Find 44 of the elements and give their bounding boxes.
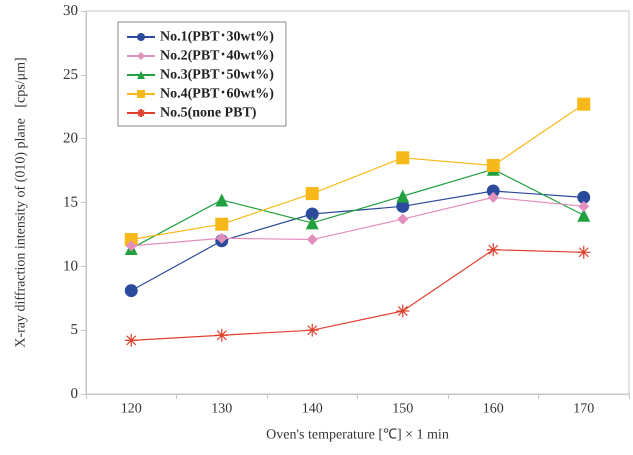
legend-label: No.5(none PBT) xyxy=(160,106,257,120)
point xyxy=(215,193,228,206)
point xyxy=(124,333,138,348)
point xyxy=(486,242,500,257)
point xyxy=(306,216,319,230)
point xyxy=(306,207,319,220)
point xyxy=(577,208,590,222)
point xyxy=(124,284,138,298)
y-tick-label: 20 xyxy=(63,130,78,147)
y-tick-label: 10 xyxy=(63,258,78,274)
point xyxy=(396,151,410,164)
x-tick-label: 150 xyxy=(392,402,414,416)
point xyxy=(576,245,591,260)
legend-label: No.3(PBT･50wt%) xyxy=(160,68,274,82)
point xyxy=(578,200,590,212)
y-axis-title: X-ray diffraction intensity of (010) plane [cps/μm] xyxy=(14,57,28,348)
legend-label: No.4(PBT･60wt%) xyxy=(160,86,274,102)
y-tick-label: 30 xyxy=(63,3,78,19)
y-tick-label: 15 xyxy=(63,194,78,210)
y-tick-label: 25 xyxy=(63,66,78,83)
x-tick-label: 130 xyxy=(211,402,232,416)
point xyxy=(214,328,229,342)
x-tick-label: 140 xyxy=(302,402,323,416)
legend-label: No.1(PBT･30wt%) xyxy=(160,30,274,44)
x-tick-label: 160 xyxy=(482,402,504,416)
y-tick-label: 5 xyxy=(70,322,78,338)
x-axis-title: Oven's temperature [℃] × 1 min xyxy=(266,428,449,442)
y-tick-label: 0 xyxy=(70,386,78,402)
point xyxy=(577,190,590,204)
point xyxy=(397,214,408,225)
x-tick-label: 120 xyxy=(120,402,142,416)
point xyxy=(216,232,228,244)
point xyxy=(488,192,499,203)
legend-label: No.2(PBT･40wt%) xyxy=(160,48,274,64)
point xyxy=(126,240,137,252)
point xyxy=(215,218,228,231)
point xyxy=(396,304,410,318)
point xyxy=(577,98,590,111)
point xyxy=(306,187,319,200)
x-tick-label: 170 xyxy=(573,402,594,416)
point xyxy=(305,323,320,338)
point xyxy=(306,234,318,246)
point xyxy=(396,190,410,203)
point xyxy=(486,158,500,172)
